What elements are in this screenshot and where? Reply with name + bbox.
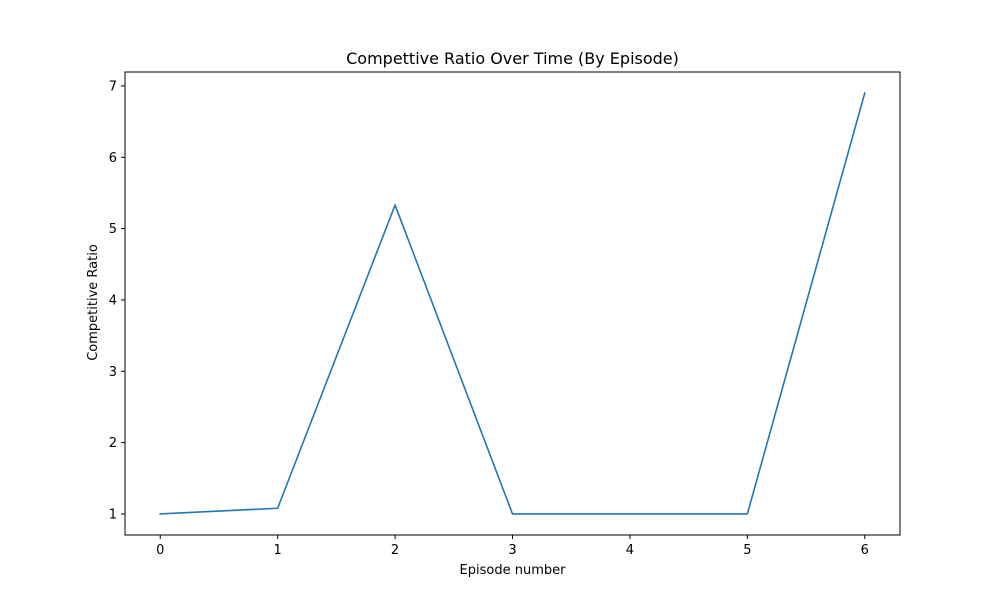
x-tick-label: 2 — [391, 543, 399, 558]
plot-area: 0 1 2 3 4 5 6 1 2 3 4 5 6 7 — [109, 71, 901, 558]
y-axis-title: Competitive Ratio — [86, 244, 101, 361]
axes-frame — [124, 71, 901, 536]
x-tick-label: 0 — [156, 543, 164, 558]
x-tick-label: 1 — [274, 543, 282, 558]
y-tick-label: 4 — [109, 293, 117, 308]
x-tick-label: 5 — [743, 543, 751, 558]
y-tick-label: 5 — [109, 222, 117, 237]
y-tick-label: 3 — [109, 365, 117, 380]
x-tick-label: 3 — [508, 543, 516, 558]
x-axis-title: Episode number — [460, 563, 567, 578]
x-tick-label: 6 — [861, 543, 869, 558]
y-tick-label: 7 — [109, 79, 117, 94]
chart-title: Compettive Ratio Over Time (By Episode) — [346, 49, 679, 68]
series-line-0 — [159, 92, 866, 515]
y-tick-label: 6 — [109, 151, 117, 166]
y-tick-label: 1 — [109, 507, 117, 522]
x-tick-label: 4 — [626, 543, 634, 558]
y-tick-label: 2 — [109, 436, 117, 451]
